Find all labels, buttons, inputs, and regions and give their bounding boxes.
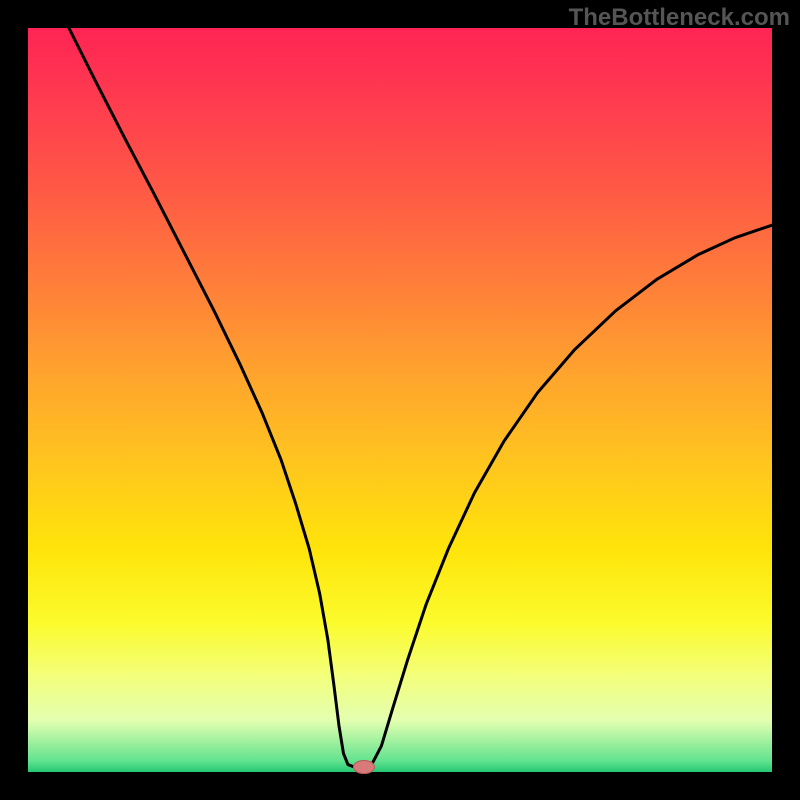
plot-area xyxy=(28,28,772,772)
bottleneck-curve xyxy=(28,28,772,772)
curve-path xyxy=(69,28,772,768)
optimal-point-marker xyxy=(353,760,375,774)
chart-stage: TheBottleneck.com xyxy=(0,0,800,800)
watermark-text: TheBottleneck.com xyxy=(569,4,790,32)
